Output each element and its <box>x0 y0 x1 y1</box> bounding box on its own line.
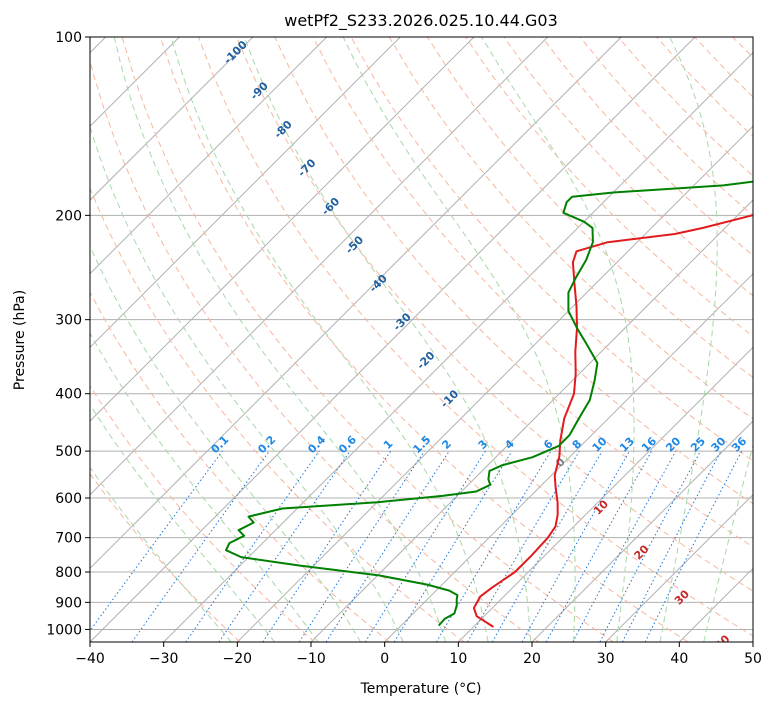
moist-adiabat-line <box>703 443 753 642</box>
y-axis-label: Pressure (hPa) <box>12 290 28 390</box>
moist-adiabat-line <box>113 37 447 642</box>
y-tick-label: 800 <box>55 565 82 581</box>
dry-adiabat-line <box>198 37 753 637</box>
moist-adiabat-label: 40 <box>713 632 733 652</box>
y-tick-label: 600 <box>55 491 82 507</box>
mixing-ratio-line <box>90 450 223 632</box>
moist-adiabat-line <box>90 245 362 642</box>
isotherm-line <box>90 37 401 349</box>
moist-adiabat-line <box>481 37 635 642</box>
x-tick-label: −10 <box>296 651 326 667</box>
moist-adiabat-line <box>90 466 232 642</box>
dry-adiabat-line <box>90 58 540 642</box>
isotherm-line <box>163 51 753 642</box>
mixing-ratio-line <box>325 450 450 642</box>
dry-adiabat-line <box>90 291 390 642</box>
mixing-ratio-line <box>545 450 653 642</box>
isotherm-line <box>90 37 328 275</box>
x-tick-label: 50 <box>744 651 762 667</box>
profiles <box>225 180 753 628</box>
y-tick-label: 900 <box>55 595 82 611</box>
isotherm-line <box>457 346 753 642</box>
x-tick-label: −30 <box>149 651 179 667</box>
x-tick-label: −20 <box>223 651 253 667</box>
background-lines <box>90 37 753 642</box>
dry-adiabat-line <box>312 37 753 505</box>
y-tick-label: 1000 <box>46 622 82 638</box>
moist-adiabat-line <box>659 37 718 642</box>
dry-adiabat-line <box>388 37 753 420</box>
mixing-ratio-line <box>393 450 513 642</box>
dry-adiabat-line <box>236 37 753 592</box>
mixing-ratio-line <box>298 450 425 642</box>
x-tick-label: −40 <box>75 651 105 667</box>
dry-adiabat-line <box>159 37 689 642</box>
dry-adiabat-line <box>350 37 753 462</box>
dry-adiabat-line <box>426 37 753 378</box>
isotherm-line <box>384 272 753 642</box>
temperature-profile <box>472 214 753 628</box>
mixing-ratio-line <box>185 450 320 642</box>
dry-adiabat-line <box>274 37 753 548</box>
x-tick-label: 30 <box>597 651 615 667</box>
moist-adiabat-line <box>90 125 404 642</box>
mixing-ratio-line <box>572 450 677 642</box>
isotherm-line <box>236 125 753 642</box>
y-tick-label: 300 <box>55 313 82 329</box>
isotherm-line <box>531 420 753 642</box>
axis-ticks: −40 −30 −20 −10 0 10 20 30 40 50 100 200 300 400 500 60… <box>46 30 762 667</box>
dry-adiabat-line <box>465 37 753 337</box>
x-tick-label: 0 <box>380 651 389 667</box>
isotherm-line <box>90 37 475 422</box>
x-tick-label: 20 <box>523 651 541 667</box>
dry-adiabat-line <box>90 472 241 642</box>
y-tick-label: 400 <box>55 387 82 403</box>
mixing-ratio-line <box>218 450 351 642</box>
dry-adiabat-line <box>503 37 753 297</box>
plot-frame <box>89 36 754 643</box>
mixing-ratio-line <box>131 450 270 642</box>
x-axis-label: Temperature (°C) <box>360 681 482 697</box>
y-tick-label: 100 <box>55 30 82 46</box>
moist-adiabat-line <box>243 37 532 642</box>
moist-adiabat-line <box>90 403 276 642</box>
y-tick-label: 700 <box>55 531 82 547</box>
y-tick-label: 200 <box>55 208 82 224</box>
isotherm-line <box>605 493 753 642</box>
isotherm-line <box>310 199 753 642</box>
dewpoint-profile <box>225 180 753 627</box>
isotherm-line <box>90 37 254 201</box>
dry-adiabat-line <box>121 37 614 642</box>
dry-adiabat-line <box>90 384 316 642</box>
dry-adiabat-line <box>90 186 465 642</box>
y-tick-label: 500 <box>55 444 82 460</box>
mixing-ratio-line <box>521 450 630 642</box>
mixing-ratio-line <box>644 450 743 642</box>
chart-title: wetPf2_S233.2026.025.10.44.G03 <box>284 11 558 31</box>
mixing-ratio-line <box>262 450 392 642</box>
isotherm-line <box>90 37 549 496</box>
isotherm-line <box>90 37 622 570</box>
x-tick-label: 10 <box>449 651 467 667</box>
moist-adiabat-line <box>90 332 319 642</box>
x-tick-label: 40 <box>670 651 688 667</box>
moist-adiabat-line <box>342 37 576 642</box>
